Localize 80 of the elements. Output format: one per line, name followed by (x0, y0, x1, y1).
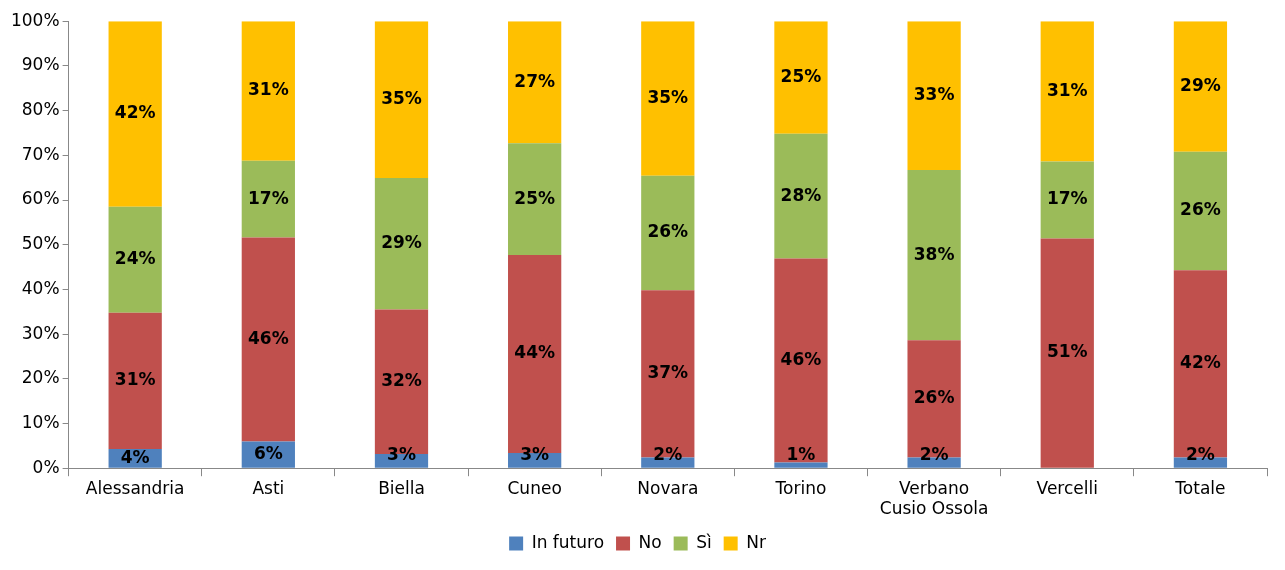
data-label: 28% (780, 184, 822, 205)
bar (508, 143, 562, 255)
y-tick-label: 0% (32, 456, 60, 477)
data-label: 17% (1046, 188, 1088, 209)
bar (1173, 21, 1228, 152)
data-label: 46% (780, 348, 822, 369)
bar (1173, 270, 1228, 458)
data-label: 24% (114, 248, 156, 269)
data-label: 26% (647, 221, 689, 242)
bar (1040, 238, 1094, 468)
data-label: 38% (913, 243, 955, 264)
bar (241, 21, 295, 161)
bar (1173, 151, 1228, 271)
x-tick-label: Alessandria (85, 477, 185, 498)
bar (1040, 161, 1094, 239)
y-tick-label: 30% (21, 322, 60, 343)
data-label: 42% (1180, 352, 1221, 373)
x-tick-label: Cuneo (507, 477, 562, 498)
data-label: 25% (780, 65, 822, 86)
data-label: 37% (647, 362, 689, 383)
legend-label: Nr (746, 531, 766, 552)
data-label: 6% (253, 442, 283, 463)
x-tick-label: Biella (378, 477, 425, 498)
bar (907, 170, 961, 341)
y-tick-label: 80% (21, 99, 60, 120)
legend-label: In futuro (531, 531, 605, 552)
bar (108, 21, 162, 207)
bar (1040, 21, 1094, 162)
y-tick-label: 60% (21, 188, 60, 209)
data-label: 51% (1046, 341, 1088, 362)
data-label: 27% (514, 70, 555, 91)
data-label: 35% (381, 88, 422, 109)
y-tick-label: 50% (21, 233, 60, 254)
bar (108, 312, 162, 449)
data-label: 29% (1180, 74, 1221, 95)
bar (774, 21, 828, 134)
data-label: 33% (913, 84, 955, 105)
legend-label: Sì (696, 531, 712, 552)
data-label: 25% (514, 187, 555, 208)
y-tick-label: 10% (21, 411, 60, 432)
data-label: 31% (247, 79, 289, 100)
x-tick-label: Torino (774, 477, 827, 498)
y-tick-label: 100% (10, 9, 60, 30)
y-tick-label: 20% (21, 367, 60, 388)
legend-label: No (638, 531, 662, 552)
bar (774, 258, 828, 463)
bar (374, 21, 429, 179)
bar (108, 206, 162, 313)
x-tick-label: Verbano Cusio Ossola (879, 477, 989, 519)
bar (907, 340, 961, 458)
y-tick-label: 70% (21, 143, 60, 164)
bar (241, 160, 295, 238)
bar (374, 178, 429, 310)
bar (641, 175, 695, 291)
data-label: 31% (1046, 79, 1088, 100)
data-label: 31% (114, 369, 156, 390)
data-label: 17% (247, 187, 289, 208)
bar (774, 462, 828, 468)
data-label: 44% (514, 342, 555, 363)
bar (907, 21, 961, 171)
data-label: 29% (381, 232, 422, 253)
bar (774, 133, 828, 259)
data-label: 46% (247, 327, 289, 348)
data-label: 26% (913, 387, 955, 408)
bar (641, 290, 695, 458)
x-tick-label: Novara (637, 477, 699, 498)
data-label: 26% (1180, 199, 1221, 220)
bar (641, 21, 695, 176)
x-tick-label: Totale (1174, 477, 1226, 498)
data-label: 4% (120, 446, 150, 467)
y-tick-label: 40% (21, 277, 60, 298)
x-tick-label: Vercelli (1036, 477, 1098, 498)
data-label: 32% (381, 370, 422, 391)
data-label: 42% (114, 102, 156, 123)
bar (241, 237, 295, 442)
bar (508, 21, 562, 144)
x-tick-label: Asti (252, 477, 285, 498)
data-label: 1% (786, 444, 816, 465)
y-tick-label: 90% (21, 54, 60, 75)
data-label: 35% (647, 86, 689, 107)
